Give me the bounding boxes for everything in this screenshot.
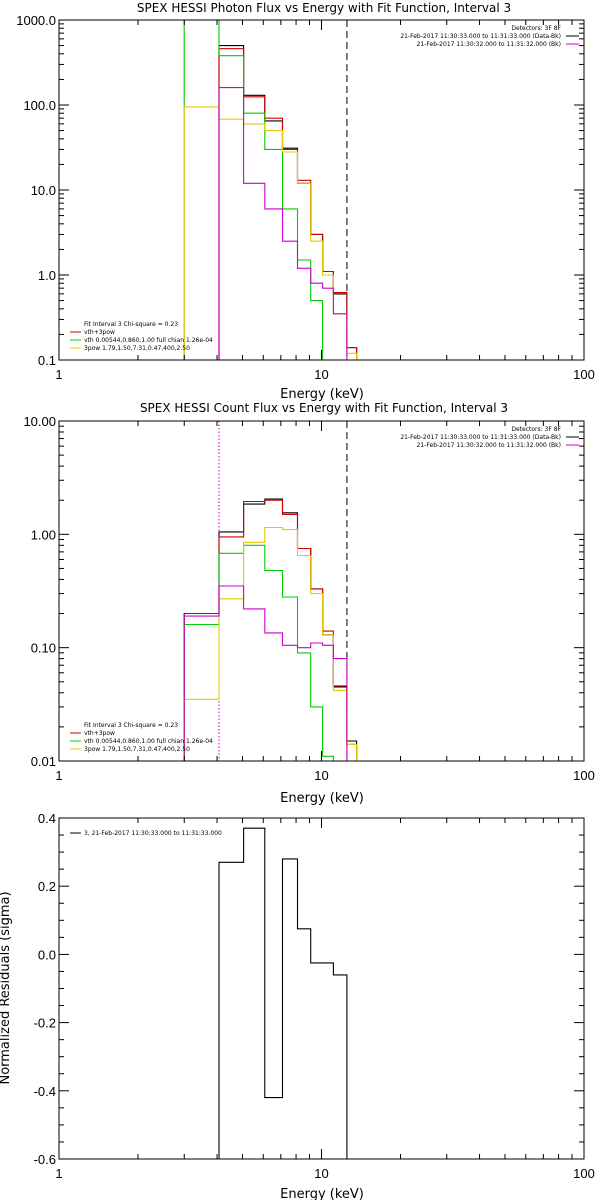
y-tick-label: 1000.0 — [16, 13, 56, 28]
legend-label: vth 0.00544,0.860,1.00 full chian 1.26e-… — [84, 337, 213, 344]
x-axis-label: Energy (keV) — [280, 791, 364, 806]
plot-frame — [58, 19, 585, 361]
y-tick-label: 0.1 — [38, 353, 56, 368]
plot-frame — [58, 817, 585, 1160]
series-line — [183, 526, 358, 761]
series-line — [218, 87, 348, 360]
y-tick-label: 0.2 — [38, 879, 56, 894]
y-tick-label: 10.0 — [31, 183, 56, 198]
y-tick-label: 0.10 — [31, 641, 56, 656]
x-tick-label: 10 — [314, 367, 328, 382]
axes: 1 10 100 0.1 1.0 10.0 100.0 1000.0 — [16, 13, 595, 382]
legend-label: 3pow 1.79,1.50,7.31,0.47,400,2.50 — [84, 345, 190, 352]
residuals-chart: 1 10 100 -0.6 -0.4 -0.2 0.0 0.2 0.4 3, 21-Feb-20… — [0, 811, 595, 1200]
chart-title: SPEX HESSI Photon Flux vs Energy with Fi… — [137, 1, 511, 15]
info-label: 21-Feb-2017 11:30:33.000 to 11:31:33.000… — [400, 434, 561, 441]
plot-area — [218, 827, 348, 1159]
legend-label: vth+3pow — [84, 329, 115, 336]
legend: Fit Interval 3 Chi-square = 0.23vth+3pow… — [70, 722, 213, 753]
legend-label: 3pow 1.79,1.50,7.31,0.47,400,2.50 — [84, 746, 190, 753]
series-line — [183, 585, 348, 761]
legend-label: vth+3pow — [84, 730, 115, 737]
x-tick-label: 100 — [573, 367, 595, 382]
y-tick-label: 0.4 — [38, 811, 56, 826]
plot-frame — [58, 420, 585, 762]
chart-title: SPEX HESSI Count Flux vs Energy with Fit… — [140, 401, 508, 415]
series-line — [218, 827, 348, 1159]
legend-label: Fit Interval 3 Chi-square = 0.23 — [84, 722, 178, 729]
axes: 1 10 100 0.01 0.10 1.00 10.00 — [23, 414, 594, 783]
y-tick-label: -0.4 — [34, 1084, 56, 1099]
photon-flux-chart: SPEX HESSI Photon Flux vs Energy with Fi… — [16, 1, 595, 402]
legend: Fit Interval 3 Chi-square = 0.23vth+3pow… — [70, 321, 213, 352]
y-tick-label: -0.2 — [34, 1016, 56, 1031]
info-label: 21-Feb-2017 11:30:32.000 to 11:31:32.000… — [417, 442, 561, 449]
legend-label: vth 0.00544,0.860,1.00 full chian 1.26e-… — [84, 738, 213, 745]
legend: 3, 21-Feb-2017 11:30:33.000 to 11:31:33.… — [70, 830, 222, 837]
y-tick-label: 1.00 — [31, 527, 56, 542]
info-label: 21-Feb-2017 11:30:33.000 to 11:31:33.000… — [400, 33, 561, 40]
x-tick-label: 1 — [55, 367, 62, 382]
y-tick-label: 0.0 — [38, 947, 56, 962]
y-tick-label: 10.00 — [23, 414, 56, 429]
y-tick-label: 100.0 — [23, 98, 56, 113]
axes: 1 10 100 -0.6 -0.4 -0.2 0.0 0.2 0.4 — [34, 811, 595, 1181]
info-label: Detectors: 3F 8F — [511, 25, 561, 32]
x-tick-label: 10 — [314, 768, 328, 783]
info-label: 21-Feb-2017 11:30:32.000 to 11:31:32.000… — [417, 41, 561, 48]
legend-label: Fit Interval 3 Chi-square = 0.23 — [84, 321, 178, 328]
x-tick-label: 1 — [55, 768, 62, 783]
y-tick-label: 0.01 — [31, 754, 56, 769]
x-axis-label: Energy (keV) — [280, 387, 364, 402]
legend-label: 3, 21-Feb-2017 11:30:33.000 to 11:31:33.… — [84, 830, 222, 837]
x-axis-label: Energy (keV) — [280, 1187, 364, 1200]
x-tick-label: 100 — [573, 768, 595, 783]
x-tick-label: 1 — [55, 1166, 62, 1181]
plot-area — [183, 421, 358, 762]
y-tick-label: 1.0 — [38, 268, 56, 283]
series-line — [183, 544, 357, 762]
count-flux-chart: SPEX HESSI Count Flux vs Energy with Fit… — [23, 401, 594, 806]
x-tick-label: 10 — [314, 1166, 328, 1181]
y-tick-label: -0.6 — [34, 1152, 56, 1167]
info-label: Detectors: 3F 8F — [511, 426, 561, 433]
series-line — [218, 48, 358, 360]
x-tick-label: 100 — [573, 1166, 595, 1181]
y-axis-label: Normalized Residuals (sigma) — [0, 891, 13, 1084]
